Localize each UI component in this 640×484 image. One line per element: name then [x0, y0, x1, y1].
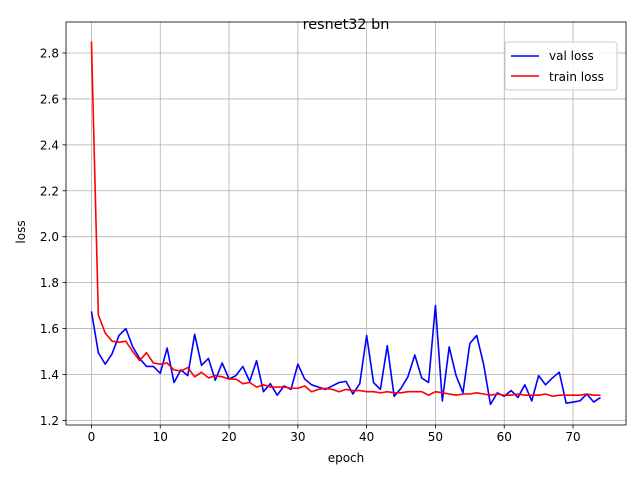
x-axis-label: epoch — [328, 451, 365, 465]
x-tick-label: 70 — [565, 430, 580, 444]
x-tick-label: 50 — [428, 430, 443, 444]
legend-label-train-loss: train loss — [549, 70, 604, 84]
y-tick-label: 2.2 — [40, 184, 59, 198]
y-tick-label: 1.6 — [40, 322, 59, 336]
legend-box — [504, 41, 618, 91]
y-tick-label: 2.6 — [40, 92, 59, 106]
y-tick-label: 1.8 — [40, 276, 59, 290]
x-tick-label: 0 — [88, 430, 96, 444]
x-tick-label: 40 — [359, 430, 374, 444]
axes-frame — [65, 21, 627, 426]
y-tick-label: 2.0 — [40, 230, 59, 244]
x-tick-label: 20 — [221, 430, 236, 444]
series-line-train-loss — [90, 41, 601, 398]
x-tick-label: 10 — [153, 430, 168, 444]
y-tick-label: 2.4 — [40, 138, 59, 152]
y-tick-label: 2.8 — [40, 47, 59, 61]
x-tick-label: 60 — [497, 430, 512, 444]
legend-label-val-loss: val loss — [549, 49, 594, 63]
series-lines — [90, 41, 601, 406]
chart-title: resnet32 bn — [303, 17, 390, 33]
y-tick-label: 1.2 — [40, 414, 59, 428]
y-tick-label: 1.4 — [40, 368, 59, 382]
x-tick-label: 30 — [290, 430, 305, 444]
legend: val loss train loss — [504, 41, 618, 91]
axis-ticks: 0 10 20 30 40 50 60 70 1.2 1.4 1.6 1.8 2.0 2.2 2.4 2.6 2… — [40, 47, 581, 445]
y-axis-label: loss — [14, 220, 28, 243]
